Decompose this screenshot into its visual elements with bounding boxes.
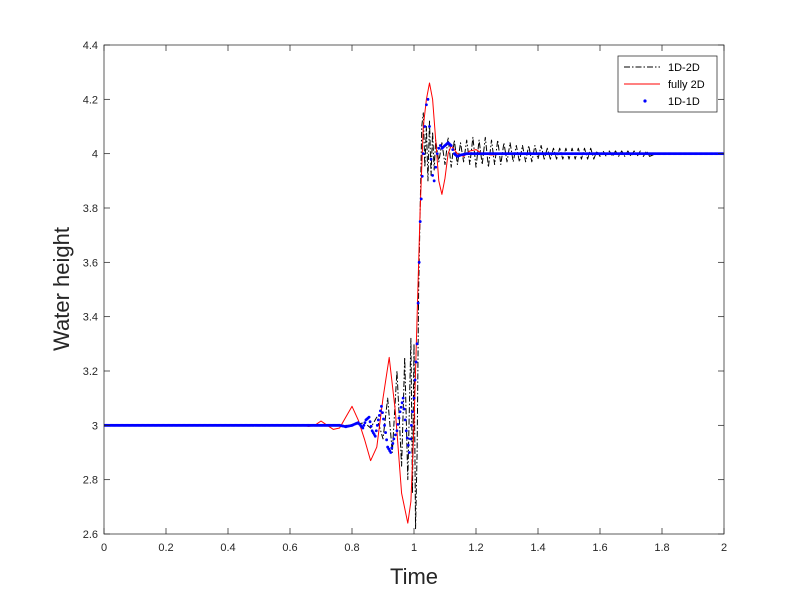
series-1d-1d-point-237	[390, 446, 394, 450]
series-1d-1d-point-252	[406, 443, 410, 447]
series-1d-1d-point-259	[414, 360, 418, 364]
legend-label-fully-2d: fully 2D	[668, 79, 705, 91]
series-1d-1d-point-288	[451, 148, 455, 151]
series-1d-1d	[104, 97, 724, 454]
y-tick-label: 3.4	[83, 312, 98, 324]
series-1d-1d-point-266	[421, 152, 425, 156]
series-1d-1d-point-238	[391, 442, 395, 445]
series-1d-1d-point-223	[375, 423, 379, 427]
series-1d-1d-point-249	[403, 418, 407, 422]
series-1d-1d-point-270	[428, 125, 431, 128]
series-1d-1d-point-277	[438, 144, 442, 147]
series-1d-1d-point-261	[416, 301, 420, 305]
x-tick-label: 0	[101, 542, 107, 554]
x-tick-label: 1.8	[654, 542, 669, 554]
legend-label-1d-1d: 1D-1D	[668, 96, 700, 108]
series-1d-1d-point-253	[407, 451, 411, 454]
series-1d-1d-point-254	[408, 437, 412, 441]
x-tick-label: 0.8	[344, 542, 359, 554]
series-1d-1d-point-231	[384, 431, 387, 434]
series-1d-1d-point-263	[418, 220, 422, 223]
series-1d-1d-point-224	[376, 418, 380, 422]
x-tick-label: 0.6	[282, 542, 297, 554]
y-tick-label: 4.4	[83, 40, 98, 52]
series-1d-1d-point-226	[379, 409, 382, 413]
y-tick-label: 3.8	[83, 203, 98, 215]
series-1d-1d-point-276	[437, 146, 441, 150]
x-tick-label: 1.4	[530, 542, 545, 554]
series-1d-1d-point-248	[402, 407, 406, 411]
y-tick-label: 4.2	[83, 94, 98, 106]
series-1d-1d-point-258	[413, 378, 417, 382]
series-1d-1d-point-216	[368, 420, 372, 424]
x-axis-title: Time	[390, 564, 438, 589]
series-1d-1d-point-221	[373, 434, 377, 438]
x-tick-label: 1	[411, 542, 417, 554]
y-tick-label: 2.6	[83, 529, 98, 541]
series-1d-1d-point-260	[415, 342, 419, 346]
x-tick-label: 2	[721, 542, 727, 554]
series-1d-1d-point-215	[367, 415, 371, 419]
series-1d-1d-point-244	[398, 410, 402, 414]
y-tick-label: 2.8	[83, 475, 98, 487]
series-1d-1d-point-257	[412, 396, 416, 400]
legend-swatch-1d-1d	[643, 99, 647, 103]
series-1d-1d-point-240	[394, 433, 397, 437]
series-1d-1d-point-255	[410, 423, 413, 427]
series-1d-1d-point-287	[449, 144, 453, 147]
plot-area	[104, 45, 724, 534]
series-1d-1d-point-271	[429, 157, 433, 161]
series-1d-1d-point-228	[381, 411, 384, 415]
x-tick-label: 1.6	[592, 542, 607, 554]
series-1d-1d-point-211	[363, 421, 367, 425]
series-1d-1d-point-229	[382, 417, 385, 421]
series-1d-1d-point-243	[397, 416, 401, 420]
series-1d-1d-point-273	[432, 179, 436, 183]
y-tick-label: 3.6	[83, 257, 98, 269]
series-1d-1d-point-269	[426, 97, 430, 101]
series-1d-1d-point-225	[377, 413, 381, 417]
series-1d-1d-point-264	[419, 197, 423, 201]
series-1d-1d-point-230	[383, 423, 386, 427]
series-1d-1d-point-275	[435, 152, 439, 156]
series-1d-1d-point-250	[404, 429, 408, 433]
series-1d-1d-point-209	[361, 426, 365, 430]
series-1d-1d-point-268	[425, 103, 428, 107]
series-1d-1d-point-222	[374, 429, 378, 433]
series-1d-1d-point-227	[380, 404, 383, 408]
series-1d-1d-point-274	[434, 165, 438, 169]
x-tick-label: 0.2	[158, 542, 173, 554]
series-1d-1d-point-256	[411, 410, 414, 414]
series-1d-1d-point-262	[417, 260, 421, 264]
series-1d-1d-point-232	[385, 438, 389, 442]
series-1d-1d-point-210	[362, 423, 366, 427]
series-1d-1d-point-239	[392, 437, 396, 441]
y-tick-label: 3.2	[83, 366, 98, 378]
legend-label-1d-2d: 1D-2D	[668, 62, 700, 74]
series-1d-1d-point-242	[396, 423, 400, 426]
series-1d-1d-point-267	[423, 125, 427, 128]
series-1d-1d-point-246	[400, 401, 404, 405]
legend: 1D-2D fully 2D 1D-1D	[617, 55, 718, 113]
y-axis-title: Water height	[49, 227, 74, 351]
series-1d-1d-point-272	[431, 174, 434, 177]
x-tick-label: 0.4	[220, 542, 235, 554]
series-1d-1d-point-247	[401, 396, 405, 400]
y-tick-label: 4	[92, 149, 98, 161]
series-1d-1d-point-245	[399, 405, 403, 409]
ticks-layer: 0 0.2 0.4 0.6 0.8 1 1.2 1.4 1.6 1.8 2 2.6 2.8 3 3.2 3.4…	[83, 40, 727, 554]
series-1d-1d-point-251	[405, 436, 409, 440]
series-1d-1d-point-236	[389, 451, 393, 454]
series-layer	[104, 82, 724, 530]
series-1d-1d-point-241	[395, 429, 399, 433]
series-1d-1d-point-265	[420, 174, 424, 178]
x-tick-label: 1.2	[468, 542, 483, 554]
y-tick-label: 3	[92, 420, 98, 432]
series-1d-1d-point-217	[369, 424, 373, 428]
